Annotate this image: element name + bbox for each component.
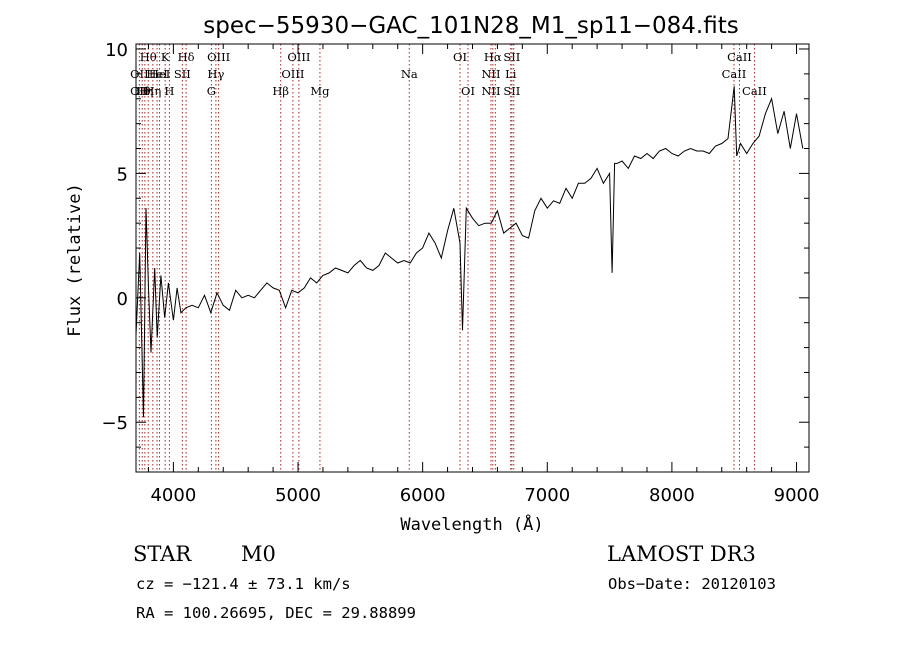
chart-title: spec−55930−GAC_101N28_M1_sp11−084.fits [203,13,738,39]
line-label-22-0: Hα [484,50,502,64]
line-label-21-1: NII [481,67,500,81]
line-label-21-2: NII [481,84,500,98]
y-axis: −5 0 5 10 [101,40,809,473]
x-tick-label-3: 7000 [524,485,570,506]
y-tick-label-1: 0 [117,289,128,310]
line-label-5-1: HeI [146,67,167,81]
line-label-20-2: OI [461,84,475,98]
y-tick-label-2: 5 [117,164,128,185]
line-label-13-0: OIII [207,50,230,64]
line-label-28-0: CaII [727,50,752,64]
spectrum-line [135,86,804,418]
y-tick-label-0: −5 [101,413,128,434]
line-label-24-1: Li [505,67,517,81]
line-label-18-1: Na [401,67,418,81]
x-axis: 4000 5000 6000 7000 8000 9000 [147,44,820,506]
x-tick-label-0: 4000 [150,485,196,506]
line-label-4-2: Hη [144,84,161,98]
line-label-12-1: Hγ [207,67,224,81]
line-label-25-2: SII [503,84,520,98]
line-label-3-0: Hθ [140,50,157,64]
line-label-1-2: Hθ [134,84,151,98]
observation-date: Obs−Date: 20120103 [608,575,776,593]
line-label-9-1: SII [174,67,191,81]
line-label-27-1: CaII [722,67,747,81]
plot-frame [135,43,810,473]
line-label-10-0: Hδ [178,50,195,64]
line-label-6-1: HeI [149,67,170,81]
x-tick-label-1: 5000 [275,485,321,506]
line-label-19-0: OI [453,50,467,64]
x-tick-label-2: 6000 [400,485,446,506]
x-tick-label-4: 8000 [649,485,695,506]
line-label-0-2: OII [130,84,149,98]
survey-label: LAMOST DR3 [607,542,756,566]
x-axis-label: Wavelength (Å) [400,513,543,535]
y-tick-label-3: 10 [105,40,128,61]
spectral-line-markers: OIIOIIHθHηHθHηHeIHeIKHSIIHδGHγOIIIHβOIII… [130,44,767,472]
redshift-velocity: cz = −121.4 ± 73.1 km/s [136,575,351,593]
line-label-11-2: G [207,84,216,98]
line-label-7-0: K [161,50,170,64]
line-label-29-2: CaII [742,84,767,98]
object-class: STAR [133,542,192,566]
x-tick-label-5: 9000 [774,485,820,506]
y-axis-label: Flux (relative) [65,183,85,337]
line-label-8-2: H [164,84,174,98]
coordinates: RA = 100.26695, DEC = 29.88899 [136,604,416,622]
object-subclass: M0 [241,542,276,566]
line-label-2-2: Hη [136,84,153,98]
line-label-25-0: SII [503,50,520,64]
line-label-15-1: OIII [281,67,304,81]
line-label-14-2: Hβ [272,84,289,98]
line-label-17-2: Mg [310,84,330,98]
line-label-16-0: OIII [287,50,310,64]
